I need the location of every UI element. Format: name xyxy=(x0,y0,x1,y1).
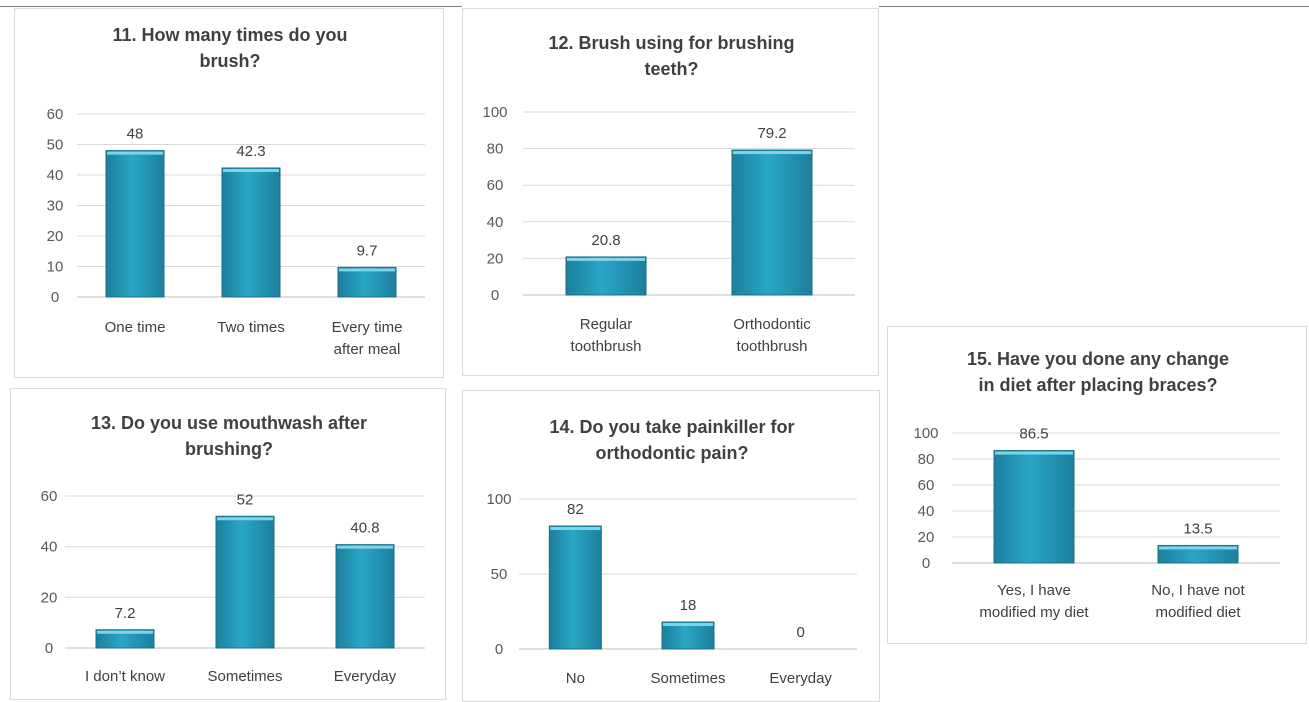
bar-highlight xyxy=(97,630,153,634)
category-label: Sometimes xyxy=(650,670,725,687)
bar xyxy=(548,525,602,650)
chart-diet-change: 15. Have you done any change in diet afte… xyxy=(887,326,1307,644)
chart-title: 14. Do you take painkiller for orthodonti… xyxy=(549,417,794,463)
y-tick-label: 50 xyxy=(491,566,508,583)
y-tick-label: 40 xyxy=(918,503,935,520)
chart-brush-type: 12. Brush using for brushing teeth? 0 20 40 6… xyxy=(462,8,879,376)
y-tick-label: 10 xyxy=(47,259,64,276)
y-tick-label: 40 xyxy=(41,539,58,556)
chart-title: 12. Brush using for brushing teeth? xyxy=(548,33,794,79)
category-label: Sometimes xyxy=(207,668,282,685)
data-label: 48 xyxy=(127,126,144,143)
bar xyxy=(661,621,715,650)
chart-svg: 15. Have you done any change in diet afte… xyxy=(913,349,1280,621)
bar-highlight xyxy=(995,451,1073,455)
chart-brush-frequency: 11. How many times do you brush? 0 10 20 30 40… xyxy=(14,8,444,378)
chart-painkiller: 14. Do you take painkiller for orthodonti… xyxy=(462,390,880,702)
bar-highlight xyxy=(733,151,811,155)
bar xyxy=(215,515,275,649)
y-tick-label: 60 xyxy=(47,106,64,123)
bar xyxy=(565,256,647,296)
data-label: 9.7 xyxy=(357,242,378,259)
y-tick-label: 0 xyxy=(495,641,503,658)
data-label: 20.8 xyxy=(591,232,620,249)
data-label: 79.2 xyxy=(757,125,786,142)
category-label: Two times xyxy=(217,319,285,336)
y-tick-label: 30 xyxy=(47,198,64,215)
y-tick-label: 0 xyxy=(922,555,930,572)
category-label: Yes, I have modified my diet xyxy=(979,582,1089,621)
chart-svg: 13. Do you use mouthwash after brushing? 0… xyxy=(41,413,425,685)
bar xyxy=(335,544,395,649)
chart-mouthwash: 13. Do you use mouthwash after brushing? 0… xyxy=(10,388,446,700)
y-tick-label: 40 xyxy=(47,167,64,184)
y-tick-label: 20 xyxy=(41,589,58,606)
data-label: 52 xyxy=(237,491,254,508)
data-label: 0 xyxy=(796,624,804,641)
y-tick-label: 60 xyxy=(41,488,58,505)
bar xyxy=(731,149,813,296)
bar xyxy=(105,150,165,298)
y-tick-label: 0 xyxy=(491,287,499,304)
chart-title: 15. Have you done any change in diet afte… xyxy=(967,349,1229,395)
chart-svg: 11. How many times do you brush? 0 10 20 30 40… xyxy=(47,25,425,358)
y-tick-label: 20 xyxy=(918,529,935,546)
y-tick-label: 80 xyxy=(487,141,504,158)
y-tick-label: 20 xyxy=(47,228,64,245)
bar xyxy=(221,167,281,298)
category-label: Orthodontic toothbrush xyxy=(733,316,811,355)
category-label: Everyday xyxy=(334,668,397,685)
bar xyxy=(1157,544,1239,564)
y-tick-label: 100 xyxy=(913,425,938,442)
bar-highlight xyxy=(550,527,601,530)
bar-highlight xyxy=(223,168,279,172)
top-rule-right xyxy=(879,6,1309,7)
chart-svg: 14. Do you take painkiller for orthodonti… xyxy=(486,417,857,687)
y-tick-label: 60 xyxy=(918,477,935,494)
category-label: I don’t know xyxy=(85,668,165,685)
y-tick-label: 0 xyxy=(51,289,59,306)
bar-highlight xyxy=(1159,546,1237,550)
bar-highlight xyxy=(567,257,645,261)
y-tick-label: 20 xyxy=(487,250,504,267)
bar-highlight xyxy=(107,151,163,155)
y-tick-label: 0 xyxy=(45,640,53,657)
chart-svg: 12. Brush using for brushing teeth? 0 20 40 6… xyxy=(482,33,855,355)
category-label: One time xyxy=(105,319,166,336)
y-tick-label: 100 xyxy=(486,491,511,508)
chart-title: 13. Do you use mouthwash after brushing? xyxy=(91,413,367,459)
bar-highlight xyxy=(339,268,395,272)
bar xyxy=(337,266,397,298)
category-label: Regular toothbrush xyxy=(571,316,642,355)
data-label: 7.2 xyxy=(115,605,136,622)
bar xyxy=(993,450,1075,564)
bar-highlight xyxy=(337,545,393,549)
data-label: 13.5 xyxy=(1183,520,1212,537)
category-label: Everyday xyxy=(769,670,832,687)
top-rule-left xyxy=(0,6,462,7)
y-tick-label: 100 xyxy=(482,104,507,121)
data-label: 42.3 xyxy=(236,143,265,160)
data-label: 40.8 xyxy=(350,520,379,537)
bar-highlight xyxy=(663,623,713,626)
category-label: No, I have not modified diet xyxy=(1151,582,1245,621)
y-tick-label: 50 xyxy=(47,137,64,154)
category-label: No xyxy=(566,670,585,687)
bar-highlight xyxy=(217,517,273,521)
category-label: Every time after meal xyxy=(332,319,403,358)
y-tick-label: 40 xyxy=(487,214,504,231)
data-label: 82 xyxy=(567,501,584,518)
data-label: 86.5 xyxy=(1019,426,1048,443)
y-tick-label: 60 xyxy=(487,177,504,194)
chart-title: 11. How many times do you brush? xyxy=(112,25,347,71)
bar xyxy=(95,629,155,649)
data-label: 18 xyxy=(680,597,697,614)
y-tick-label: 80 xyxy=(918,451,935,468)
